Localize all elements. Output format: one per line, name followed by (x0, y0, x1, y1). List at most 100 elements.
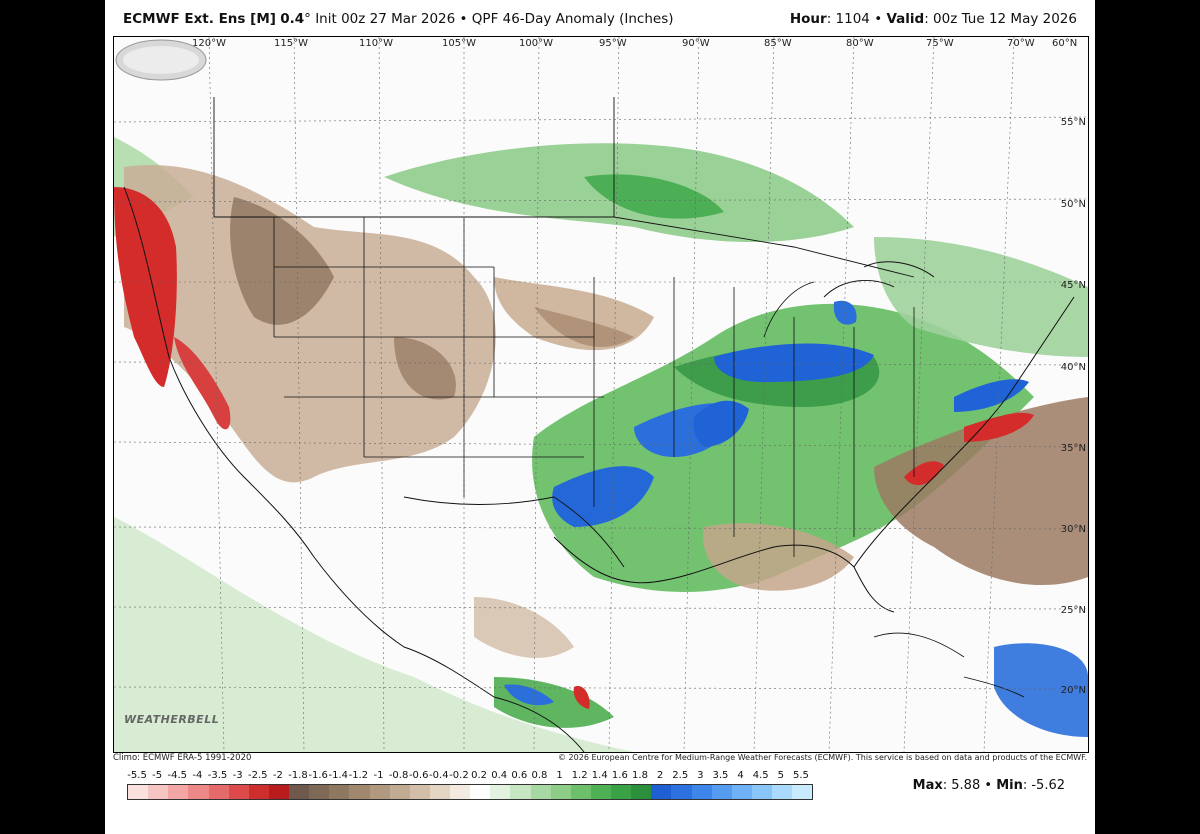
utah-dry-core (394, 337, 456, 400)
northeast-wet-zone (874, 237, 1088, 357)
colorbar-cell (772, 785, 793, 799)
min-label: Min (996, 778, 1023, 793)
colorbar-cell (691, 785, 712, 799)
colorbar-cell (490, 785, 511, 799)
colorbar-tick-label: 1.8 (632, 770, 648, 781)
logo-text: WEATHERBELL (124, 713, 220, 726)
colorbar-tick-label: -0.6 (408, 770, 429, 781)
colorbar-tick-label: 3.5 (712, 770, 729, 781)
colorbar-cell (550, 785, 571, 799)
colorbar-tick-label: -0.2 (449, 770, 469, 781)
colorbar-cell (510, 785, 531, 799)
lon-label-10: 75°W (926, 38, 954, 49)
colorbar-cell (168, 785, 189, 799)
hour-label: Hour (789, 11, 827, 27)
pacific-wet-wash (114, 517, 634, 752)
colorbar-tick-label: -1.4 (328, 770, 348, 781)
caribbean-strong-wet (994, 643, 1088, 737)
colorbar-tick-label: -5.5 (127, 770, 147, 781)
state-lines-horizontal (274, 266, 604, 458)
colorbar-tick-label: 0.2 (471, 770, 487, 781)
valid-value: : 00z Tue 12 May 2026 (924, 11, 1077, 27)
lon-label-3: 110°W (359, 38, 393, 49)
colorbar-cell (429, 785, 450, 799)
max-min-readout: Max: 5.88 • Min: -5.62 (913, 778, 1065, 793)
weatherbell-logo-icon (115, 39, 207, 81)
max-value: : 5.88 (942, 778, 981, 793)
colorbar-cell (570, 785, 591, 799)
colorbar-cell (349, 785, 370, 799)
colorbar-tick-label: -3.5 (207, 770, 228, 781)
texas-strong-wet (552, 466, 654, 527)
colorbar-cell (631, 785, 652, 799)
title-bar: ECMWF Ext. Ens [M] 0.4° Init 00z 27 Mar … (105, 0, 1095, 36)
west-coastline (123, 186, 495, 698)
colorbar-tick-label: -1.2 (348, 770, 369, 781)
lat-label-45: 45°N (1060, 280, 1086, 291)
colorbar-cell (792, 785, 813, 799)
colorbar-tick-label: 2.5 (672, 770, 689, 781)
colorbar-tick-label: -5 (152, 770, 163, 781)
lat-label-20: 20°N (1060, 685, 1086, 696)
mexico-strong-wet (504, 684, 554, 706)
min-value: : -5.62 (1022, 778, 1065, 793)
colorbar-cell (409, 785, 430, 799)
colorbar-cell (651, 785, 672, 799)
valid-time: Hour: 1104 • Valid: 00z Tue 12 May 2026 (790, 11, 1077, 27)
lon-label-4: 105°W (442, 38, 476, 49)
colorbar-cell (289, 785, 310, 799)
great-lakes-border (613, 216, 915, 278)
resolution: 0.4 (280, 11, 305, 27)
mexico-border (403, 496, 625, 568)
colorbar-tick-label: 4 (737, 770, 744, 781)
central-wet-zone (532, 303, 1034, 592)
colorbar-ticks: -5.5 -5 -4.5 -4 -3.5 -3 -2.5 -2 -1.8 -1.6 -1.4 -1.2… (127, 770, 813, 782)
lat-label-35: 35°N (1060, 443, 1086, 454)
lon-label-8: 85°W (764, 38, 792, 49)
colorbar-cell (450, 785, 471, 799)
bullet-2: • (874, 11, 883, 27)
colorbar-cell (470, 785, 491, 799)
colorbar-tick-label: 4.5 (752, 770, 769, 781)
colorbar-cell (671, 785, 692, 799)
colorbar-tick-label: -1.6 (308, 770, 328, 781)
colorbar-tick-label: -2 (272, 770, 283, 781)
colorbar-cell (128, 785, 149, 799)
canada-wet-core (584, 174, 724, 219)
lon-label-2: 115°W (274, 38, 308, 49)
east-coastline (853, 296, 1075, 568)
anomaly-field (114, 37, 1088, 752)
pnw-strong-dry (114, 187, 177, 387)
init-time: Init 00z 27 Mar 2026 (315, 11, 456, 27)
colorbar-tick-label: 0.4 (491, 770, 508, 781)
lat-label-55: 55°N (1060, 117, 1086, 128)
colorbar (127, 784, 813, 800)
colorbar-cell (329, 785, 350, 799)
colorbar-tick-label: 5.5 (792, 770, 809, 781)
colorbar-cell (711, 785, 732, 799)
colorbar-tick-label: 2 (656, 770, 664, 781)
bullet-3: • (984, 778, 993, 793)
atlantic-strong-dry-1 (964, 412, 1034, 442)
atlantic-strong-wet (954, 379, 1029, 412)
colorbar-tick-label: 5 (777, 770, 784, 781)
degree-symbol: ° (304, 11, 311, 27)
lon-label-9: 80°W (846, 38, 874, 49)
lat-label-50: 50°N (1060, 199, 1086, 210)
atlantic-dry-zone (874, 397, 1088, 586)
colorbar-cell (611, 785, 632, 799)
lon-label-11: 70°W (1007, 38, 1035, 49)
colorbar-cell (148, 785, 169, 799)
colorbar-cell (208, 785, 229, 799)
lon-label-1: 120°W (192, 38, 226, 49)
map-panel: ECMWF Ext. Ens [M] 0.4° Init 00z 27 Mar … (105, 0, 1095, 834)
great-lakes-outline (763, 261, 935, 338)
colorbar-tick-label: -4 (192, 770, 203, 781)
copyright-note: © 2026 European Centre for Medium-Range … (558, 753, 1087, 762)
colorbar-tick-label: 1 (556, 770, 563, 781)
colorbar-cell (590, 785, 611, 799)
colorbar-tick-label: -1 (373, 770, 384, 781)
colorbar-tick-label: 3 (697, 770, 704, 781)
nebraska-dry-core (534, 307, 634, 347)
colorbar-tick-label: -4.5 (167, 770, 188, 781)
